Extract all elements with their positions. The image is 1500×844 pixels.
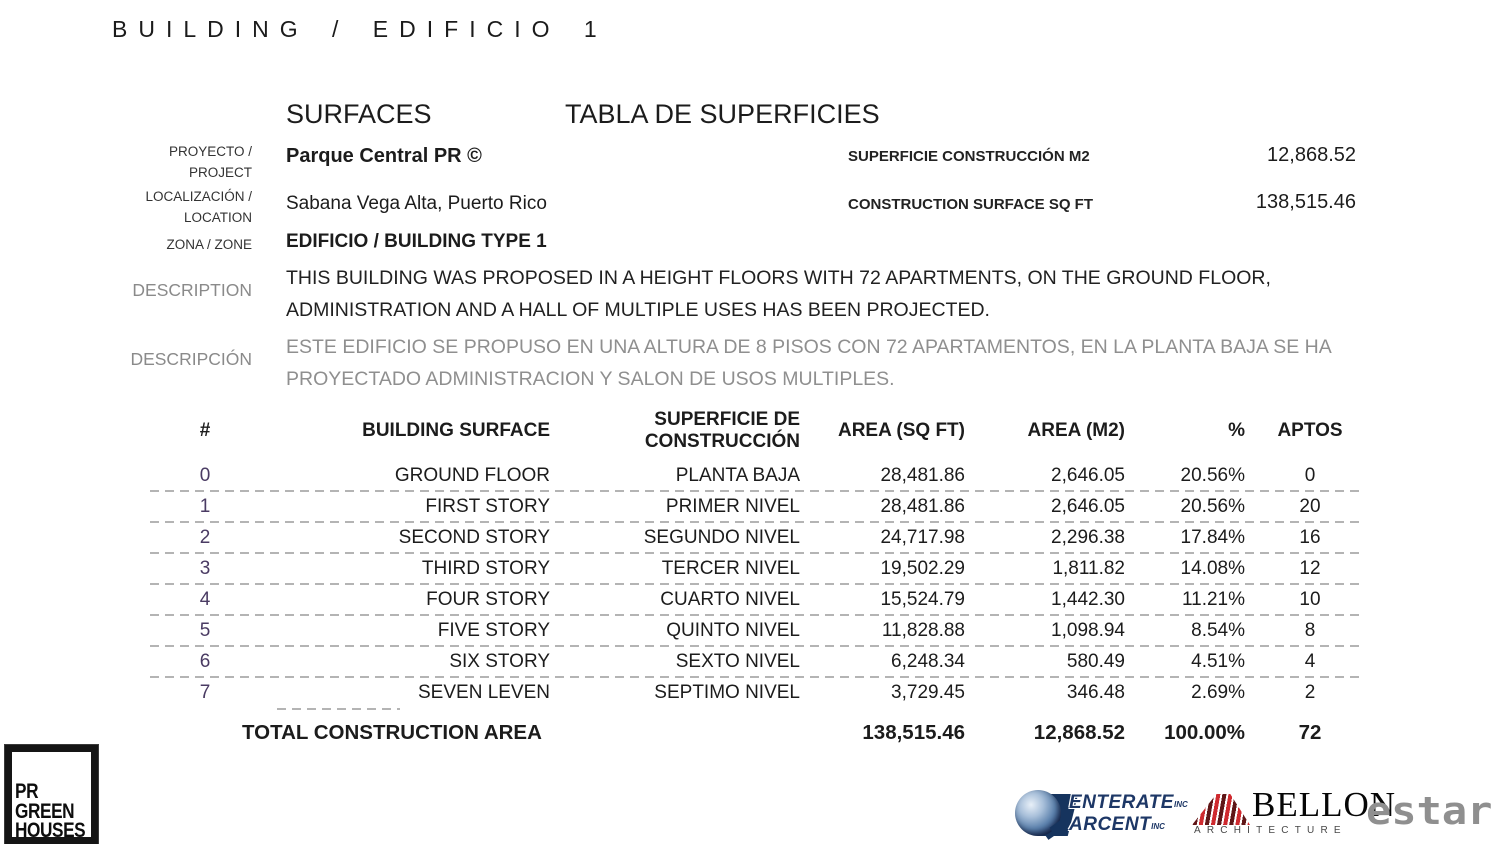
summary-sqft-value: 138,515.46 — [1255, 191, 1356, 213]
page-title: BUILDING / EDIFICIO 1 — [112, 16, 608, 42]
bellon-architecture-logo: BELLON ARCHITECTURE — [1190, 785, 1395, 841]
tabla-heading: TABLA DE SUPERFICIES — [565, 99, 880, 129]
table-row: 4 FOUR STORY CUARTO NIVEL 15,524.79 1,44… — [150, 584, 1365, 616]
total-aptos: 72 — [1298, 721, 1322, 744]
label-zone: ZONA / ZONE — [166, 237, 252, 252]
table-row: 7 SEVEN LEVEN SEPTIMO NIVEL 3,729.45 346… — [199, 681, 1316, 703]
table-row: 6 SIX STORY SEXTO NIVEL 6,248.34 580.49 … — [150, 646, 1365, 678]
col-header-area-sqft: AREA (SQ FT) — [837, 420, 965, 441]
summary-m2-label: SUPERFICIE CONSTRUCCIÓN M2 — [848, 148, 1090, 165]
label-description-en: DESCRIPTION — [132, 280, 252, 300]
table-row: 1 FIRST STORY PRIMER NIVEL 28,481.86 2,6… — [150, 491, 1365, 523]
total-label: TOTAL CONSTRUCTION AREA — [242, 721, 542, 744]
surfaces-heading: SURFACES — [286, 99, 432, 129]
bellon-logo-subtitle: ARCHITECTURE — [1194, 825, 1347, 836]
description-english: THIS BUILDING WAS PROPOSED IN A HEIGHT F… — [286, 267, 1271, 321]
col-header-building-surface: BUILDING SURFACE — [362, 420, 550, 441]
pr-green-houses-logo: PR GREEN HOUSES — [5, 745, 98, 844]
table-row: 5 FIVE STORY QUINTO NIVEL 11,828.88 1,09… — [150, 615, 1365, 647]
bellon-logo-name: BELLON — [1252, 785, 1397, 824]
label-location: LOCALIZACIÓN / LOCATION — [145, 189, 252, 225]
enterate-logo-text: ENTERATEINC ARCENTINC — [1069, 792, 1188, 835]
surfaces-table: # BUILDING SURFACE SUPERFICIE DE CONSTRU… — [150, 402, 1365, 754]
summary-sqft-label: CONSTRUCTION SURFACE SQ FT — [848, 196, 1094, 213]
total-percent: 100.00% — [1164, 721, 1245, 744]
col-header-superficie: SUPERFICIE DE CONSTRUCCIÓN — [644, 409, 800, 452]
zone-value: EDIFICIO / BUILDING TYPE 1 — [286, 231, 547, 252]
enterate-arcent-logo: ENTERATEINC ARCENTINC — [1015, 788, 1188, 840]
label-description-es: DESCRIPCIÓN — [130, 349, 252, 369]
pr-green-houses-logo-text: PR GREEN HOUSES — [15, 779, 86, 843]
label-project: PROYECTO / PROJECT — [168, 144, 252, 180]
table-header-row: # BUILDING SURFACE SUPERFICIE DE CONSTRU… — [150, 402, 1365, 460]
table-row: 3 THIRD STORY TERCER NIVEL 19,502.29 1,8… — [150, 553, 1365, 585]
col-header-percent: % — [1228, 420, 1245, 441]
table-row: 0 GROUND FLOOR PLANTA BAJA 28,481.86 2,6… — [150, 460, 1365, 492]
table-row: 2 SECOND STORY SEGUNDO NIVEL 24,717.98 2… — [150, 522, 1365, 554]
table-total-row: TOTAL CONSTRUCTION AREA 138,515.46 12,86… — [150, 712, 1365, 754]
total-sqft: 138,515.46 — [862, 721, 965, 744]
bellon-roof-icon — [1192, 794, 1250, 825]
summary-m2-value: 12,868.52 — [1267, 144, 1356, 166]
col-header-aptos: APTOS — [1277, 420, 1343, 441]
total-m2: 12,868.52 — [1033, 721, 1125, 744]
project-name: Parque Central PR © — [286, 145, 482, 167]
col-header-number: # — [199, 420, 211, 441]
description-spanish: ESTE EDIFICIO SE PROPUSO EN UNA ALTURA D… — [286, 336, 1331, 390]
partial-dashed-divider — [277, 708, 400, 710]
project-location: Sabana Vega Alta, Puerto Rico — [286, 193, 547, 214]
estar-logo: estar — [1366, 788, 1493, 834]
col-header-area-m2: AREA (M2) — [1027, 420, 1125, 441]
